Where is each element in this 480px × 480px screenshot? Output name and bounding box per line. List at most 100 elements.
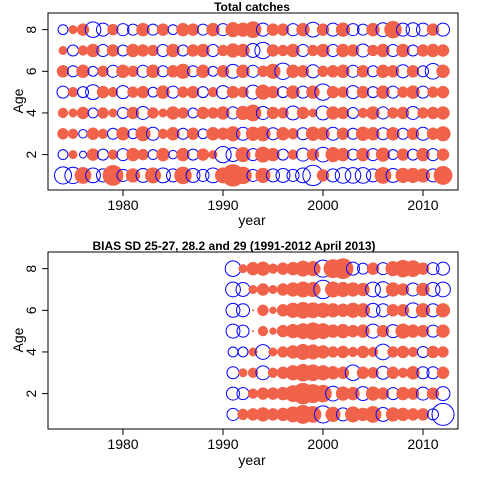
bubble-age5-1999 [306,85,320,99]
y-tick-label: 4 [23,109,39,117]
bubble-age3-1976 [78,129,88,139]
bubble-age6-1990 [216,65,230,78]
bubble-age1-1992 [234,166,252,185]
bubble-age6-2002 [336,64,350,79]
bubble-age2-1993 [247,388,259,399]
bubble-age8-1984 [156,23,170,36]
bubble-age7-2005 [365,281,381,298]
bubble-age4-1988 [196,106,210,120]
bubble-age2-1992 [236,387,250,401]
bubble-age3-1982 [135,126,151,142]
bubble-age7-1994 [256,283,270,296]
x-tick-label: 2000 [307,436,338,452]
bubble-age6-2005 [365,302,381,318]
bubble-age6-1992 [235,303,251,318]
bubble-age3-2007 [386,127,400,141]
bubble-age3-2000 [316,127,330,141]
bubble-age4-1976 [76,106,90,120]
bubble-age6-1983 [146,64,160,79]
bubble-age5-1978 [96,85,110,99]
bubble-age5-1987 [186,85,200,99]
x-axis: 1980 1990 2000 2010 [107,429,439,452]
bubble-age2-1992 [235,146,251,163]
bubble-age4-2008 [396,345,410,359]
bubble-age8-1993 [244,21,262,39]
bubble-age1-2012 [431,402,455,426]
bubble-age6-1991 [225,302,241,318]
bubble-age7-1995 [268,284,278,294]
bubble-age5-2009 [406,85,420,99]
y-tick-label: 8 [23,26,39,34]
bubble-age5-1994 [257,325,269,337]
bubble-age3-1978 [97,128,109,139]
bubble-age6-2010 [415,303,431,318]
bubble-age3-1993 [247,367,259,378]
bubble-age6-1988 [196,64,210,79]
bubble-age1-2010 [416,408,430,421]
bubble-age7-1974 [58,45,68,55]
bubble-age4-1986 [177,107,189,119]
bubble-age4-1990 [216,106,230,120]
bubble-age2-2006 [376,387,390,400]
bubble-age5-2006 [376,324,390,338]
bubble-age8-2011 [426,23,440,36]
bubble-age5-2010 [416,324,430,338]
bubble-age4-1993 [248,347,258,357]
bubble-age2-2002 [336,147,350,162]
bubble-age6-1976 [76,64,90,79]
bubble-age6-2012 [435,303,451,318]
bubble-age4-2012 [437,346,449,358]
bubble-age2-1977 [86,148,100,161]
bubble-age3-1991 [225,126,241,142]
bubble-age1-1991 [226,407,240,421]
bubble-age4-1975 [68,108,78,118]
bubble-age1-1984 [155,167,171,184]
bubble-age5-1976 [77,86,89,99]
bubble-age3-1975 [67,128,79,139]
y-tick-label: 4 [23,348,39,356]
bubble-age7-2012 [436,44,450,57]
bubble-age2-1979 [107,149,119,160]
bubble-age4-1999 [308,108,318,118]
bubble-age3-2009 [406,366,420,380]
bubble-age6-1994 [257,304,269,317]
bubble-age4-2003 [347,346,359,358]
bubble-age8-1975 [68,25,78,35]
y-axis: 2 4 6 8 [23,265,48,397]
bubble-age7-2000 [316,43,330,58]
bubble-age1-2001 [325,406,341,423]
bubble-age5-1992 [237,86,249,98]
panel-title: BIAS SD 25-27, 28.2 and 29 (1991-2012 Ap… [92,239,375,253]
bubble-age3-2002 [336,366,350,380]
bubble-age7-1979 [106,44,120,57]
bubble-age3-1995 [267,367,279,378]
bubble-age2-2012 [435,386,451,402]
bubble-age6-2010 [417,65,429,78]
bubble-age2-1985 [168,149,178,160]
bubble-age4-1983 [147,107,159,119]
bubble-age6-1981 [127,65,139,78]
bubble-age1-1998 [295,167,311,184]
bubble-age2-1982 [137,148,149,161]
bubble-age3-1977 [86,127,100,141]
bubble-age6-1974 [56,65,70,78]
bubble-age1-1996 [275,167,291,183]
y-axis: 2 4 6 8 [23,26,48,158]
bubble-age8-2005 [366,262,380,275]
x-axis: 1980 1990 2000 2010 [107,190,439,213]
bubble-age4-1979 [108,108,118,118]
bubble-age5-1997 [286,85,300,99]
bubble-age8-1995 [267,263,279,274]
bubble-age4-1991 [227,346,239,358]
bubble-age2-1976 [79,150,87,159]
bubble-age2-1991 [225,386,241,401]
bubble-age3-2010 [416,366,430,380]
bubble-age5-1974 [56,85,70,99]
bubble-age3-2002 [336,127,350,141]
bubble-age2-2009 [406,387,420,400]
bubble-age5-1991 [226,85,240,99]
bubble-age1-1994 [255,167,271,184]
bubble-age1-1974 [53,166,73,185]
bubble-layer [53,20,453,187]
bubble-age1-2001 [325,168,341,183]
